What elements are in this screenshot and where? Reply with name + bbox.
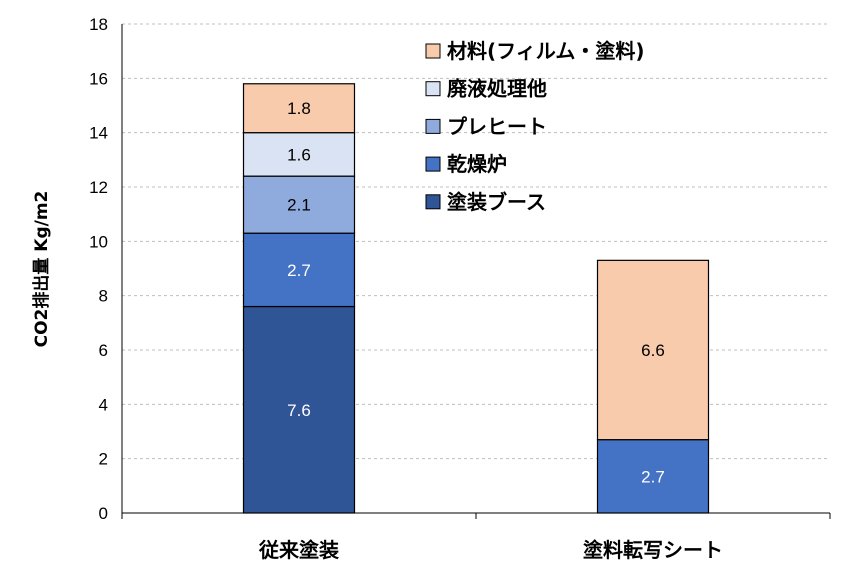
y-tick-label: 16 xyxy=(89,69,108,88)
y-tick-label: 8 xyxy=(99,287,108,306)
legend-label: 材料(フィルム・塗料) xyxy=(447,39,644,63)
data-label: 2.1 xyxy=(287,196,311,215)
y-tick-label: 18 xyxy=(89,15,108,34)
legend-label: プレヒート xyxy=(447,114,547,138)
data-label: 1.8 xyxy=(287,99,311,118)
y-tick-label: 6 xyxy=(99,341,108,360)
legend-label: 乾燥炉 xyxy=(447,152,507,176)
y-axis-label: CO2排出量 Kg/m2 xyxy=(31,191,52,348)
y-tick-label: 14 xyxy=(89,124,108,143)
bar-segment xyxy=(596,259,710,441)
legend-swatch xyxy=(425,194,441,210)
data-label: 2.7 xyxy=(641,467,665,486)
data-label: 7.6 xyxy=(287,401,311,420)
gridlines xyxy=(122,23,830,460)
legend-swatch xyxy=(425,43,441,59)
data-labels: 7.6 2.7 2.1 1.6 1.8 2.7 6.6 xyxy=(287,99,665,486)
data-label: 1.6 xyxy=(287,145,311,164)
y-tick-label: 0 xyxy=(99,504,108,523)
bar-segment xyxy=(242,83,356,134)
bars xyxy=(242,83,710,514)
legend-label: 塗装ブース xyxy=(447,190,546,214)
legend-swatch xyxy=(425,156,441,172)
data-label: 6.6 xyxy=(641,341,665,360)
data-label: 2.7 xyxy=(287,261,311,280)
y-tick-label: 2 xyxy=(99,450,108,469)
x-category-label: 従来塗装 xyxy=(258,538,339,562)
legend-swatch xyxy=(425,118,441,134)
y-tick-label: 10 xyxy=(89,232,108,251)
bar-segment xyxy=(596,439,710,514)
y-tick-label: 12 xyxy=(89,178,108,197)
bar-segment xyxy=(242,232,356,308)
legend-swatch xyxy=(425,81,441,97)
y-tick-label: 4 xyxy=(99,395,108,414)
axes: 0 2 4 6 8 10 12 14 16 18 xyxy=(89,15,831,523)
x-category-label: 塗料転写シート xyxy=(583,538,723,562)
legend-label: 廃液処理他 xyxy=(447,77,547,101)
category-labels: 従来塗装 塗料転写シート xyxy=(258,538,723,562)
bar-segment xyxy=(242,305,356,514)
